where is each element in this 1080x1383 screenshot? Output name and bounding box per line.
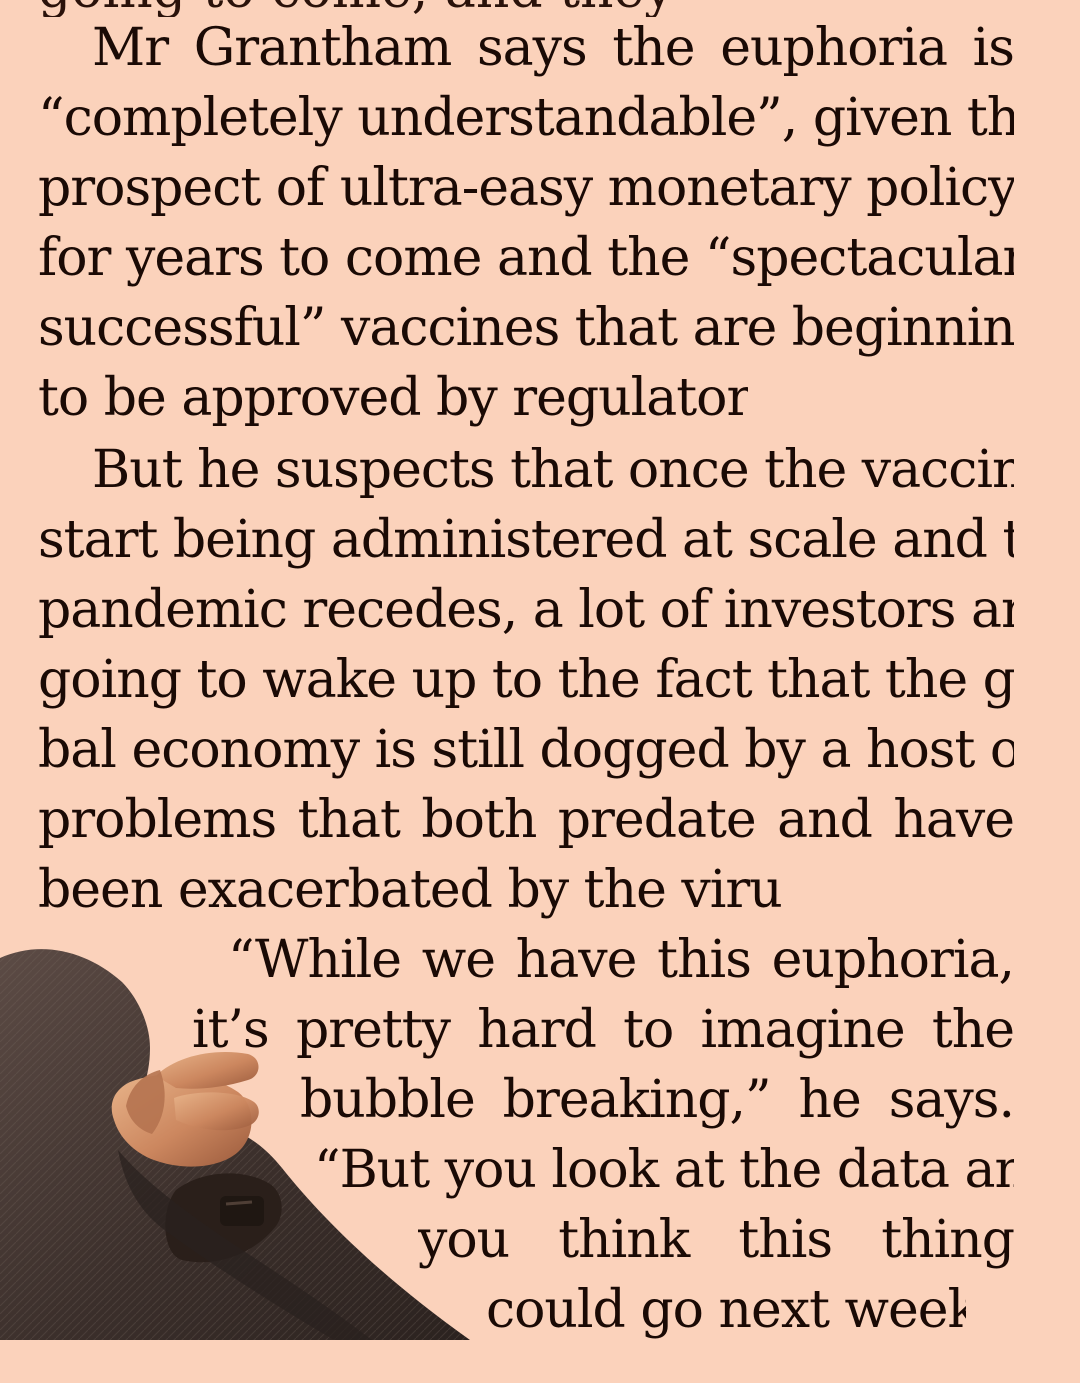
watch-glint [225, 1200, 253, 1206]
article-line-p1-6: to be approved by regulators. [38, 368, 748, 428]
article-line-p1-5: successful” vaccines that are beginning [38, 298, 1014, 358]
finger-1 [156, 1052, 259, 1089]
article-line-p2-1: But he suspects that once the vaccines [92, 440, 1014, 500]
quote-line-2: it’s pretty hard to imagine the [192, 1000, 1014, 1060]
article-line-p2-3: pandemic recedes, a lot of investors are [38, 580, 1014, 640]
watch-face [220, 1196, 264, 1226]
article-line-p1-1: Mr Grantham says the euphoria is [92, 18, 1014, 78]
quote-line-5: you think this thing [418, 1210, 1014, 1270]
quote-line-3: bubble breaking,” he says. [300, 1070, 1014, 1130]
article-line-p2-5: bal economy is still dogged by a host of [38, 720, 1014, 780]
article-line-p1-4: for years to come and the “spectacularly [38, 228, 1014, 288]
article-line-p1-2: “completely understandable”, given the [38, 88, 1014, 148]
article-line-p2-7: been exacerbated by the virus. [38, 860, 783, 920]
article-line-p2-4: going to wake up to the fact that the gl… [38, 650, 1014, 710]
article-line-p2-2: start being administered at scale and th… [38, 510, 1014, 570]
article-line-p2-6: problems that both predate and have [38, 790, 1014, 850]
cropped-top-line: going to come, and they [38, 0, 1018, 17]
thumb [126, 1070, 165, 1134]
quote-line-6: could go next week.” [486, 1280, 966, 1340]
quote-line-1: “While we have this euphoria, [228, 930, 1014, 990]
quote-line-4: “But you look at the data and [314, 1140, 1014, 1200]
article-line-p1-3: prospect of ultra-easy monetary policy [38, 158, 1014, 218]
photo-cutout [0, 930, 470, 1340]
finger-2 [174, 1092, 259, 1131]
